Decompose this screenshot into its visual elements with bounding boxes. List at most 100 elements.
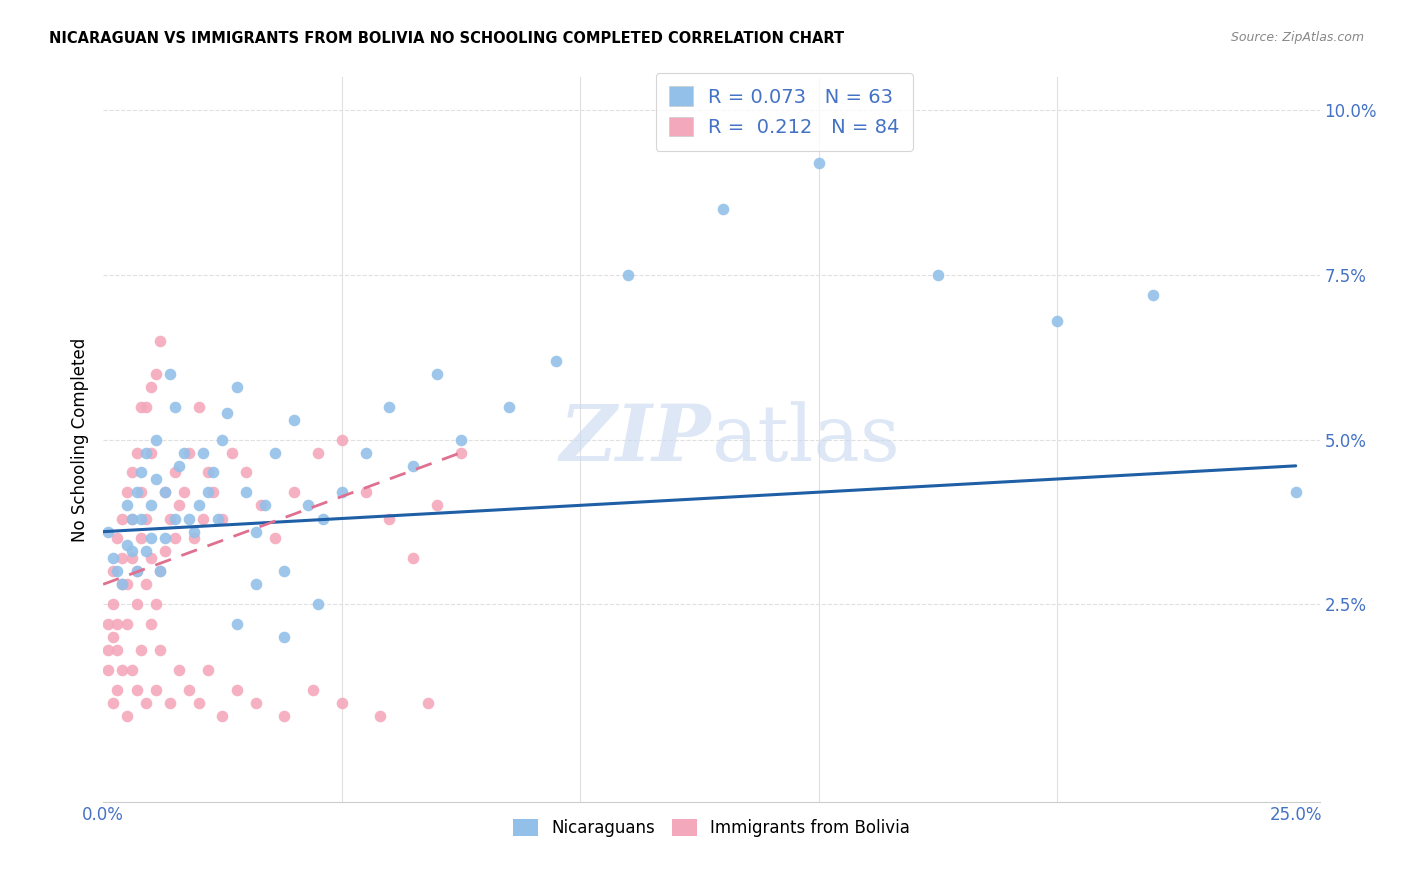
Point: [307, 445, 329, 459]
Point: [307, 597, 329, 611]
Point: [129, 511, 152, 525]
Point: [177, 511, 200, 525]
Point: [169, 499, 191, 513]
Point: [139, 551, 162, 566]
Point: [402, 551, 425, 566]
Point: [153, 485, 176, 500]
Point: [235, 466, 257, 480]
Point: [617, 268, 640, 282]
Point: [149, 564, 172, 578]
Point: [121, 544, 143, 558]
Point: [97, 663, 120, 677]
Point: [135, 400, 157, 414]
Point: [311, 511, 333, 525]
Point: [121, 663, 143, 677]
Point: [97, 524, 120, 539]
Point: [139, 531, 162, 545]
Point: [187, 696, 209, 710]
Point: [121, 511, 143, 525]
Point: [129, 643, 152, 657]
Point: [149, 643, 172, 657]
Point: [450, 445, 472, 459]
Y-axis label: No Schooling Completed: No Schooling Completed: [72, 337, 89, 541]
Point: [225, 682, 247, 697]
Point: [273, 564, 295, 578]
Point: [153, 485, 176, 500]
Point: [145, 433, 167, 447]
Point: [283, 413, 305, 427]
Point: [111, 577, 134, 591]
Point: [135, 577, 157, 591]
Point: [169, 663, 191, 677]
Point: [183, 524, 205, 539]
Text: ZIP: ZIP: [560, 401, 711, 478]
Point: [97, 616, 120, 631]
Point: [153, 544, 176, 558]
Point: [129, 485, 152, 500]
Point: [254, 499, 277, 513]
Point: [263, 531, 285, 545]
Point: [115, 577, 138, 591]
Point: [135, 511, 157, 525]
Point: [711, 202, 734, 216]
Point: [197, 485, 219, 500]
Point: [235, 485, 257, 500]
Point: [225, 616, 247, 631]
Point: [125, 445, 148, 459]
Point: [159, 367, 181, 381]
Point: [378, 400, 401, 414]
Point: [193, 511, 215, 525]
Point: [330, 433, 353, 447]
Point: [402, 458, 425, 473]
Point: [101, 551, 124, 566]
Point: [115, 709, 138, 723]
Point: [217, 406, 239, 420]
Point: [115, 499, 138, 513]
Point: [297, 499, 319, 513]
Point: [426, 499, 449, 513]
Point: [302, 682, 325, 697]
Point: [129, 400, 152, 414]
Point: [1285, 485, 1308, 500]
Point: [125, 564, 148, 578]
Point: [121, 551, 143, 566]
Point: [115, 616, 138, 631]
Point: [187, 400, 209, 414]
Point: [183, 531, 205, 545]
Text: Source: ZipAtlas.com: Source: ZipAtlas.com: [1230, 31, 1364, 45]
Point: [263, 445, 285, 459]
Point: [450, 433, 472, 447]
Point: [139, 499, 162, 513]
Point: [135, 544, 157, 558]
Point: [111, 577, 134, 591]
Point: [107, 682, 129, 697]
Point: [163, 511, 186, 525]
Point: [177, 682, 200, 697]
Point: [330, 696, 353, 710]
Point: [173, 485, 195, 500]
Point: [211, 433, 233, 447]
Point: [163, 531, 186, 545]
Point: [173, 445, 195, 459]
Point: [927, 268, 949, 282]
Point: [101, 630, 124, 644]
Text: NICARAGUAN VS IMMIGRANTS FROM BOLIVIA NO SCHOOLING COMPLETED CORRELATION CHART: NICARAGUAN VS IMMIGRANTS FROM BOLIVIA NO…: [49, 31, 845, 46]
Point: [107, 564, 129, 578]
Point: [245, 524, 267, 539]
Point: [197, 663, 219, 677]
Point: [368, 709, 391, 723]
Point: [135, 445, 157, 459]
Point: [807, 156, 830, 170]
Point: [111, 551, 134, 566]
Point: [201, 485, 224, 500]
Point: [107, 616, 129, 631]
Point: [139, 616, 162, 631]
Point: [149, 334, 172, 348]
Point: [225, 380, 247, 394]
Point: [101, 696, 124, 710]
Point: [153, 531, 176, 545]
Point: [101, 564, 124, 578]
Point: [273, 630, 295, 644]
Point: [187, 499, 209, 513]
Point: [193, 445, 215, 459]
